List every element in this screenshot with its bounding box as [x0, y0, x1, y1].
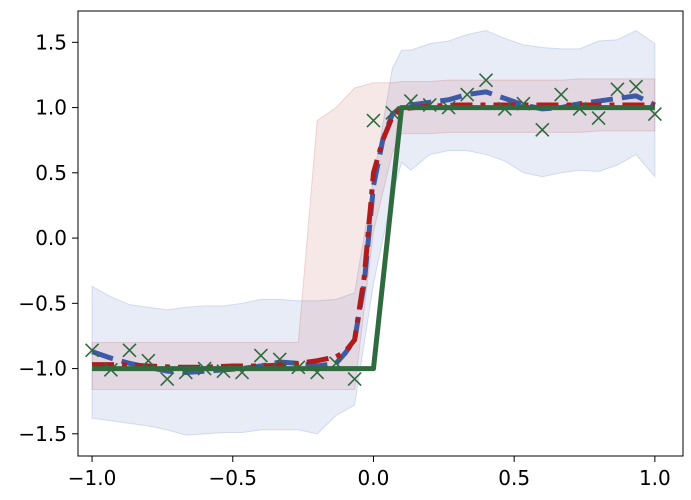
data-point: [572, 101, 587, 116]
data-point: [628, 79, 644, 94]
series-line-2: [92, 102, 655, 370]
data-point: [385, 105, 400, 120]
data-point: [310, 365, 325, 380]
y-tick-label: 0.5: [35, 161, 67, 185]
data-point: [591, 110, 606, 126]
data-point: [441, 100, 456, 115]
data-point: [478, 73, 494, 88]
data-point: [85, 343, 100, 358]
data-point: [216, 364, 231, 379]
axes-frame: [77, 10, 684, 457]
confidence-band-2: [91, 78, 656, 390]
data-point: [460, 87, 475, 102]
data-point: [178, 365, 193, 380]
data-point: [347, 371, 362, 387]
data-point: [122, 343, 137, 358]
data-point: [328, 356, 344, 371]
y-tick-label: 0.0: [35, 226, 67, 250]
data-point: [497, 101, 512, 116]
x-tick-label: 1.0: [639, 466, 671, 490]
data-point: [403, 93, 418, 109]
y-tick-label: 1.5: [35, 30, 67, 54]
data-point: [141, 353, 156, 368]
data-point: [160, 371, 175, 387]
axis-ticks: −1.0 −0.5 0.0 0.5 1.01.51.00.50.0−0.5−1.0−1.…: [18, 30, 670, 490]
data-point: [554, 87, 569, 102]
data-point: [366, 113, 381, 128]
data-point: [516, 96, 531, 111]
data-point: [291, 360, 306, 375]
data-point: [272, 352, 287, 367]
y-tick-label: −1.0: [18, 357, 67, 381]
confidence-band-1: [91, 29, 656, 436]
data-point: [103, 362, 118, 377]
y-tick-label: −0.5: [18, 291, 67, 315]
data-point: [535, 122, 550, 137]
data-point: [253, 348, 268, 363]
data-point: [422, 97, 437, 113]
x-tick-label: −0.5: [208, 466, 257, 490]
y-tick-label: 1.0: [35, 96, 67, 120]
x-tick-label: −1.0: [68, 466, 117, 490]
data-point: [234, 365, 250, 380]
plot-area: [85, 29, 662, 436]
y-tick-label: −1.5: [18, 422, 67, 446]
x-tick-label: 0.0: [358, 466, 390, 490]
data-point: [610, 82, 625, 97]
data-point: [647, 107, 662, 122]
data-point: [197, 361, 212, 376]
x-tick-label: 0.5: [498, 466, 530, 490]
